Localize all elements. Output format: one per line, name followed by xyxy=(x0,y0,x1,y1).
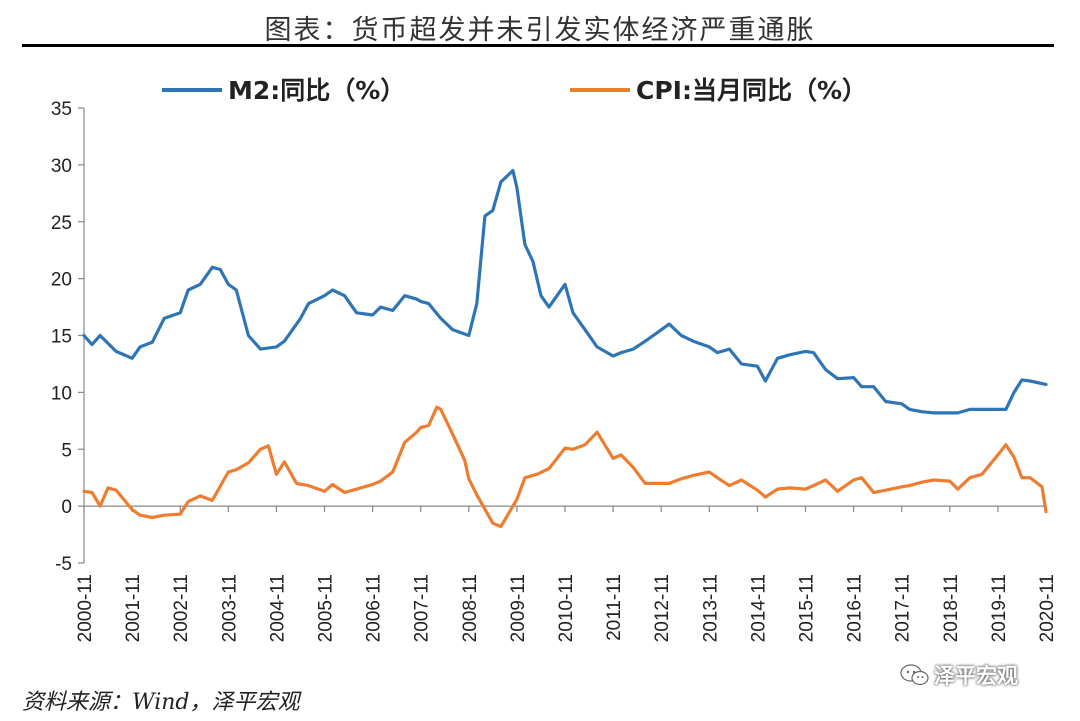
x-tick-label: 2012-11 xyxy=(652,574,673,642)
x-tick-label: 2016-11 xyxy=(845,574,866,642)
y-tick-label: -5 xyxy=(55,554,72,575)
title-divider xyxy=(22,44,1054,47)
x-tick-label: 2009-11 xyxy=(508,574,529,642)
x-tick-label: 2001-11 xyxy=(123,574,144,642)
watermark-text: 泽平宏观 xyxy=(934,664,1018,688)
x-axis: 2000-11 2001-11 2002-11 2003-11 2004-11 2005-… xyxy=(75,505,1058,642)
y-tick-label: 0 xyxy=(61,497,72,518)
y-tick-label: 10 xyxy=(51,383,72,404)
x-tick-label: 2007-11 xyxy=(412,574,433,642)
x-tick-label: 2019-11 xyxy=(989,574,1010,642)
x-tick-label: 2015-11 xyxy=(797,574,818,642)
y-tick-label: 5 xyxy=(61,440,72,461)
x-tick-label: 2004-11 xyxy=(267,574,288,642)
plot-area xyxy=(82,169,1048,529)
x-tick-label: 2017-11 xyxy=(893,574,914,642)
x-tick-label: 2014-11 xyxy=(748,574,769,642)
y-axis: -5 0 5 10 15 20 25 30 35 xyxy=(51,99,85,575)
x-tick-label: 2000-11 xyxy=(75,574,96,642)
x-tick-label: 2005-11 xyxy=(316,574,337,642)
legend: M2:同比（%） CPI:当月同比（%） xyxy=(162,76,867,105)
x-tick-label: 2020-11 xyxy=(1037,574,1058,642)
series-line-m2 xyxy=(82,169,1048,415)
x-tick-label: 2006-11 xyxy=(364,574,385,642)
legend-label-cpi: CPI:当月同比（%） xyxy=(636,76,867,105)
x-tick-label: 2011-11 xyxy=(604,574,625,641)
legend-label-m2: M2:同比（%） xyxy=(228,76,405,105)
x-tick-label: 2018-11 xyxy=(941,574,962,642)
series-line-cpi xyxy=(82,405,1048,529)
x-tick-label: 2013-11 xyxy=(700,574,721,642)
y-tick-label: 15 xyxy=(51,327,72,348)
y-tick-label: 20 xyxy=(51,270,72,291)
x-tick-label: 2010-11 xyxy=(556,574,577,642)
x-tick-label: 2008-11 xyxy=(460,574,481,642)
chart-title: 图表：货币超发并未引发实体经济严重通胀 xyxy=(264,15,816,46)
x-tick-label: 2003-11 xyxy=(219,574,240,642)
source-note: 资料来源：Wind，泽平宏观 xyxy=(22,690,300,715)
y-tick-label: 30 xyxy=(51,156,72,177)
y-tick-label: 35 xyxy=(51,99,72,120)
watermark: 泽平宏观 xyxy=(900,660,1018,690)
y-tick-label: 25 xyxy=(51,213,72,234)
x-tick-label: 2002-11 xyxy=(171,574,192,642)
wechat-icon xyxy=(900,664,929,686)
